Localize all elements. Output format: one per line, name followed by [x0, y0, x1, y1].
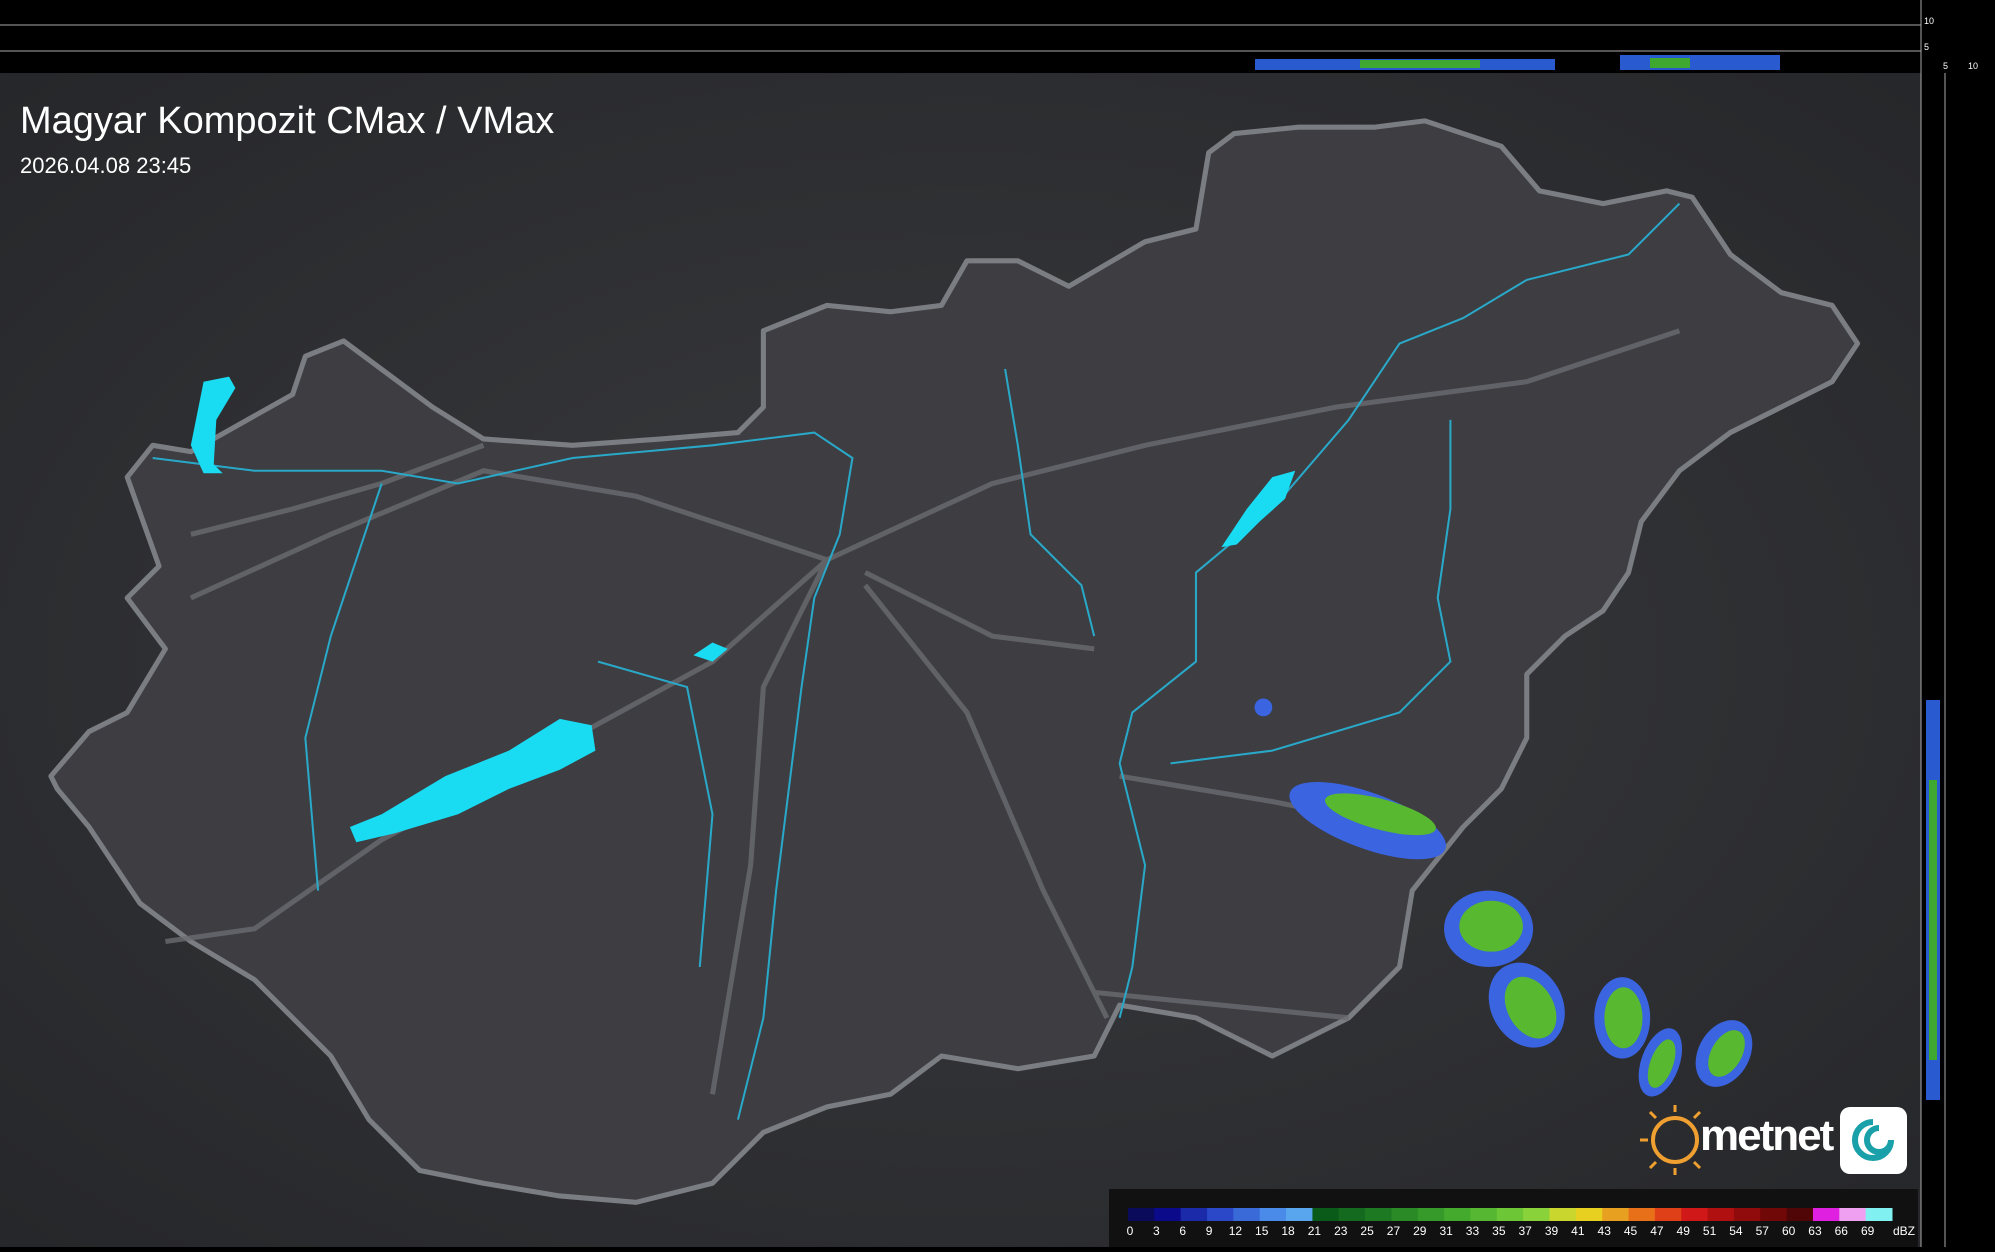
legend-label: 3	[1153, 1224, 1160, 1238]
legend-label: 29	[1413, 1224, 1427, 1238]
logo: metnet	[1640, 1105, 1907, 1175]
legend-label: 12	[1229, 1224, 1243, 1238]
legend-label: 6	[1179, 1224, 1186, 1238]
legend-label: 9	[1206, 1224, 1213, 1238]
color-legend: 0 3 6 9 12 15 18 21 23 25 27 29 31 33 35 37 39 41 43 45 47 49…	[1127, 1208, 1915, 1238]
legend-swatch	[1523, 1208, 1551, 1221]
legend-swatch	[1654, 1208, 1682, 1221]
title: Magyar Kompozit CMax / VMax	[20, 100, 554, 142]
legend-label: 66	[1835, 1224, 1849, 1238]
legend-label: 37	[1518, 1224, 1532, 1238]
legend-swatch	[1417, 1208, 1445, 1221]
legend-swatch	[1154, 1208, 1182, 1221]
legend-label: 27	[1387, 1224, 1401, 1238]
top-panel	[0, 0, 1921, 73]
legend-label: 35	[1492, 1224, 1506, 1238]
legend-swatch	[1628, 1208, 1656, 1221]
legend-swatch	[1338, 1208, 1366, 1221]
legend-label: 60	[1782, 1224, 1796, 1238]
country-outline	[48, 118, 1861, 1205]
legend-swatch	[1180, 1208, 1208, 1221]
legend-label: 18	[1281, 1224, 1295, 1238]
legend-swatch	[1470, 1208, 1498, 1221]
radar-echoes	[1254, 698, 1753, 1097]
tick-label: 5	[1924, 42, 1929, 52]
lakes	[190, 376, 1296, 843]
legend-swatch	[1391, 1208, 1419, 1221]
tick-label: 10	[1968, 61, 1978, 71]
legend-swatch	[1839, 1208, 1867, 1221]
legend-swatch	[1259, 1208, 1287, 1221]
legend-label: 15	[1255, 1224, 1269, 1238]
legend-label: 47	[1650, 1224, 1664, 1238]
legend-label: 51	[1703, 1224, 1717, 1238]
legend-label: 31	[1439, 1224, 1453, 1238]
tick-label: 10	[1924, 16, 1934, 26]
legend-swatch	[1233, 1208, 1261, 1221]
legend-swatch	[1496, 1208, 1524, 1221]
legend-unit: dBZ	[1893, 1224, 1915, 1238]
legend-label: 69	[1861, 1224, 1875, 1238]
legend-label: 41	[1571, 1224, 1585, 1238]
legend-label: 0	[1127, 1224, 1134, 1238]
legend-swatch	[1444, 1208, 1471, 1221]
legend-swatch	[1865, 1208, 1893, 1221]
legend-swatch	[1312, 1208, 1340, 1221]
top-profile-echoes-core	[1360, 58, 1690, 68]
legend-swatch	[1733, 1208, 1761, 1221]
logo-text: metnet	[1700, 1111, 1835, 1160]
legend-label: 45	[1624, 1224, 1638, 1238]
legend-label: 21	[1308, 1224, 1322, 1238]
legend-swatch	[1128, 1208, 1155, 1221]
legend-label: 33	[1466, 1224, 1480, 1238]
legend-label: 39	[1545, 1224, 1559, 1238]
legend-label: 63	[1808, 1224, 1822, 1238]
legend-label: 57	[1756, 1224, 1770, 1238]
legend-swatch	[1549, 1208, 1577, 1221]
legend-swatch	[1760, 1208, 1788, 1221]
side-profile-echoes-core	[1929, 780, 1937, 1060]
legend-label: 23	[1334, 1224, 1348, 1238]
legend-swatch	[1207, 1208, 1234, 1221]
legend-swatch	[1286, 1208, 1313, 1221]
legend-swatch	[1681, 1208, 1709, 1221]
legend-swatch	[1786, 1208, 1814, 1221]
legend-swatch	[1707, 1208, 1735, 1221]
legend-swatch	[1602, 1208, 1630, 1221]
legend-swatch	[1365, 1208, 1392, 1221]
legend-label: 43	[1598, 1224, 1612, 1238]
legend-label: 25	[1360, 1224, 1374, 1238]
map-layer	[48, 118, 1861, 1205]
tick-label: 5	[1943, 61, 1948, 71]
legend-label: 49	[1677, 1224, 1691, 1238]
timestamp: 2026.04.08 23:45	[20, 153, 191, 178]
legend-swatch	[1575, 1208, 1603, 1221]
legend-label: 54	[1729, 1224, 1743, 1238]
legend-swatch	[1812, 1208, 1840, 1221]
